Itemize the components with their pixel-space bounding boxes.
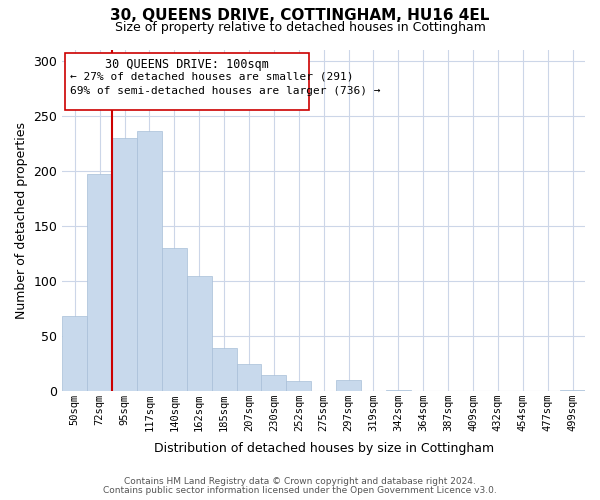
Bar: [65, 54, 309, 110]
Bar: [187, 276, 212, 390]
Bar: [262, 375, 286, 390]
Text: ← 27% of detached houses are smaller (291): ← 27% of detached houses are smaller (29…: [70, 72, 353, 82]
Text: Contains HM Land Registry data © Crown copyright and database right 2024.: Contains HM Land Registry data © Crown c…: [124, 477, 476, 486]
Bar: [336, 380, 361, 390]
Bar: [236, 364, 262, 390]
Text: 30, QUEENS DRIVE, COTTINGHAM, HU16 4EL: 30, QUEENS DRIVE, COTTINGHAM, HU16 4EL: [110, 8, 490, 22]
Text: 30 QUEENS DRIVE: 100sqm: 30 QUEENS DRIVE: 100sqm: [105, 58, 269, 70]
Bar: [112, 138, 137, 390]
Text: Size of property relative to detached houses in Cottingham: Size of property relative to detached ho…: [115, 21, 485, 34]
X-axis label: Distribution of detached houses by size in Cottingham: Distribution of detached houses by size …: [154, 442, 494, 455]
Bar: [87, 174, 112, 390]
Text: Contains public sector information licensed under the Open Government Licence v3: Contains public sector information licen…: [103, 486, 497, 495]
Bar: [162, 248, 187, 390]
Bar: [62, 316, 87, 390]
Y-axis label: Number of detached properties: Number of detached properties: [15, 122, 28, 319]
Bar: [286, 380, 311, 390]
Bar: [212, 348, 236, 391]
Bar: [137, 132, 162, 390]
Text: 69% of semi-detached houses are larger (736) →: 69% of semi-detached houses are larger (…: [70, 86, 380, 97]
